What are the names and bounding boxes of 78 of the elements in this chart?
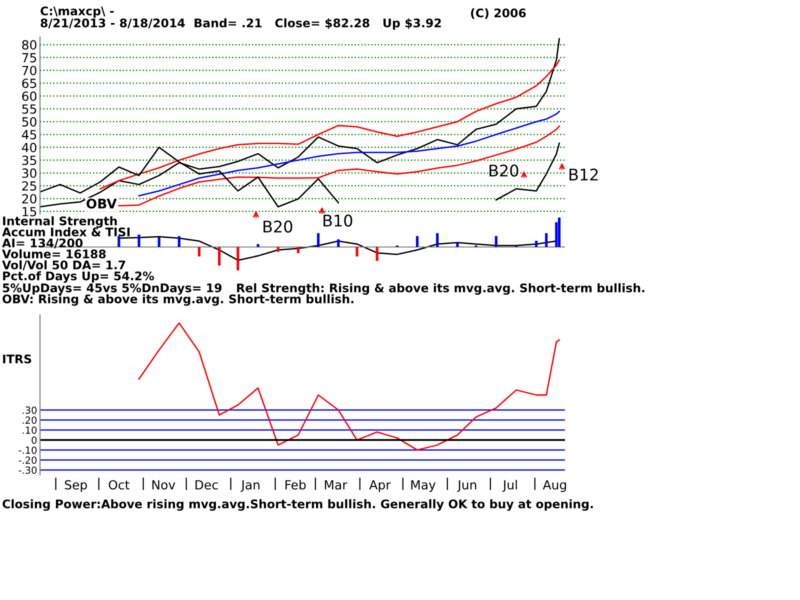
x-tick-label: Jun [457,480,476,492]
x-tick-label: Sep [64,480,87,492]
x-tick-label: Mar [324,480,348,490]
annotation: Internal Strength [3,216,117,228]
bar [256,244,260,247]
line-series [40,38,560,208]
text: Rel Strength: Rising & above its mvg.avg. Short-term bullish. [237,283,644,295]
bar [118,236,120,247]
y-tick-label: .20 [22,416,37,424]
y-tick-label: -.20 [18,456,37,464]
bar [337,239,340,247]
bar [276,247,280,252]
text: (C) 2006 [471,8,526,19]
line-series [138,110,560,196]
x-tick-label: Apr [369,480,391,492]
text: ITRS [3,354,32,364]
annotation: Vol/Vol 50 DA= 1.7 [2,260,126,270]
bar [558,217,561,247]
y-tick-label: -.30 [18,466,37,474]
y-tick-label: 60 [22,91,36,101]
y-tick-label: 35 [22,156,36,166]
x-tick-label: May [411,480,436,492]
bar [316,233,320,247]
x-tick-label: Aug [542,480,566,492]
bar [158,238,160,247]
y-tick-label: 20 [22,194,36,204]
text: OBV: Rising & above its mvg.avg. Short-term bullish. [2,294,354,306]
y-tick-label: 55 [22,104,36,114]
bar [494,236,498,247]
annotation: B10 [324,214,352,227]
annotation: AI= 134/200 [2,238,83,248]
x-tick-label: Oct [108,480,130,490]
y-tick-label: 80 [22,40,36,50]
bar [545,233,548,247]
y-tick-label: 50 [22,117,36,127]
x-tick-label: Jan [240,480,260,492]
y-tick-label: 30 [22,168,36,178]
annotation: Volume= 16188 [2,249,106,258]
y-tick-label: .30 [22,406,37,414]
bar [218,247,221,266]
bar [296,247,300,254]
bar [535,240,538,247]
chart-title: C:\maxcp\ - [40,6,114,18]
bar [236,247,240,270]
y-tick-label: 0 [32,436,37,444]
bar [416,236,419,247]
y-tick-label: 65 [22,78,36,88]
text: 5%UpDays= 45vs 5%DnDays= 19 [2,283,222,295]
bar [178,236,180,247]
y-tick-label: .10 [22,426,37,434]
x-tick-label: Jul [502,480,517,492]
text: Pct.of Days Up= 54.2% [3,271,154,283]
y-tick-label: 75 [22,53,36,62]
x-tick-label: Feb [285,480,306,490]
bar [376,247,378,261]
annotation: B20 [490,164,518,177]
x-tick-label: Nov [152,480,176,490]
series-label: OBV [86,198,117,209]
line-series [138,322,560,451]
y-tick-label: 40 [22,142,36,152]
chart-subtitle: 8/21/2013 - 8/18/2014 Band= .21 Close= $82.28 Up $3.92 [40,18,441,30]
annotation: Accum Index & TISI [2,227,130,236]
y-tick-label: 45 [22,130,36,140]
line-series [100,59,560,190]
bar [138,234,140,247]
bar [436,233,439,247]
y-tick-label: 70 [22,66,36,76]
annotation: B20 [264,220,292,233]
bar [456,242,459,247]
text: B12 [570,168,598,180]
bar [356,247,358,256]
y-tick-label: -.10 [18,446,37,454]
text: Closing Power:Above rising mvg.avg.Short-term bullish. Generally OK to buy at opening. [2,499,593,511]
line-series [118,126,560,206]
bar [198,247,201,256]
y-tick-label: 15 [22,207,36,216]
x-tick-label: Dec [196,480,218,490]
y-tick-label: 25 [22,181,36,191]
